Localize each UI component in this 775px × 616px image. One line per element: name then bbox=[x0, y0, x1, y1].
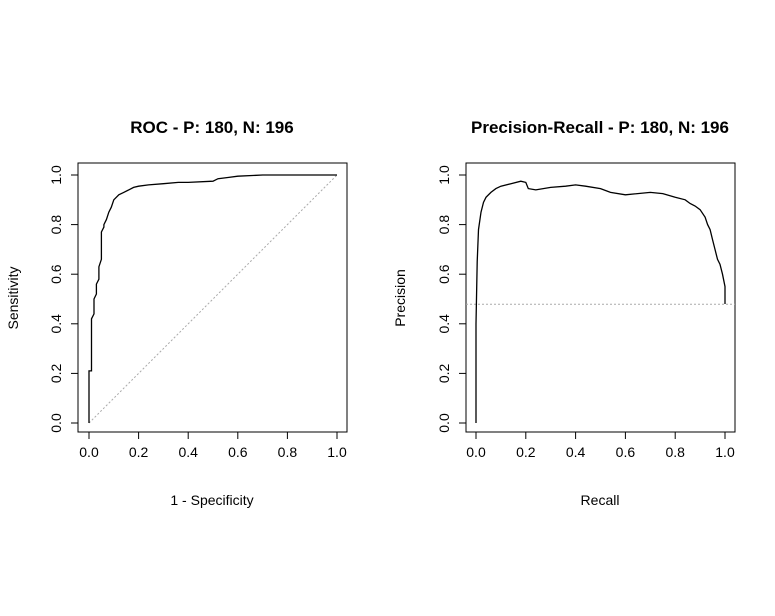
pr-y-tick-label: 0.2 bbox=[436, 363, 452, 383]
pr-y-tick-label: 0.8 bbox=[436, 215, 452, 235]
pr-x-tick-label: 0.2 bbox=[516, 444, 536, 460]
roc-y-tick-label: 1.0 bbox=[48, 165, 64, 185]
pr-panel: Precision-Recall - P: 180, N: 196 0.0 0.2… bbox=[392, 118, 736, 508]
pr-y-tick-label: 0.0 bbox=[436, 413, 452, 433]
roc-x-tick-label: 0.6 bbox=[228, 444, 248, 460]
roc-plot-frame bbox=[77, 162, 348, 433]
pr-y-tick-label: 1.0 bbox=[436, 165, 452, 185]
pr-x-tick-label: 0.4 bbox=[566, 444, 586, 460]
roc-y-tick-label: 0.8 bbox=[48, 215, 64, 235]
roc-x-tick-label: 0.0 bbox=[79, 444, 99, 460]
pr-title: Precision-Recall - P: 180, N: 196 bbox=[471, 118, 729, 137]
pr-y-axis: 0.0 0.2 0.4 0.6 0.8 1.0 bbox=[436, 165, 466, 433]
pr-y-label: Precision bbox=[392, 269, 408, 327]
roc-curve bbox=[88, 174, 337, 423]
roc-diagonal-reference bbox=[88, 174, 338, 424]
roc-x-tick-label: 0.4 bbox=[178, 444, 198, 460]
roc-y-tick-label: 0.6 bbox=[48, 264, 64, 284]
roc-x-axis: 0.0 0.2 0.4 0.6 0.8 1.0 bbox=[79, 432, 347, 460]
roc-x-tick-label: 1.0 bbox=[327, 444, 347, 460]
pr-x-tick-label: 0.8 bbox=[665, 444, 685, 460]
pr-y-tick-label: 0.4 bbox=[436, 314, 452, 334]
pr-x-tick-label: 1.0 bbox=[715, 444, 735, 460]
roc-y-tick-label: 0.0 bbox=[48, 413, 64, 433]
pr-curve bbox=[475, 180, 726, 423]
roc-panel: ROC - P: 180, N: 196 0.0 0.2 0.4 0.6 0.8 1.0 … bbox=[5, 118, 348, 508]
roc-x-label: 1 - Specificity bbox=[170, 492, 253, 508]
pr-x-tick-label: 0.6 bbox=[616, 444, 636, 460]
pr-x-axis: 0.0 0.2 0.4 0.6 0.8 1.0 bbox=[466, 432, 735, 460]
roc-y-tick-label: 0.4 bbox=[48, 314, 64, 334]
roc-x-tick-label: 0.2 bbox=[129, 444, 149, 460]
pr-y-tick-label: 0.6 bbox=[436, 264, 452, 284]
roc-y-tick-label: 0.2 bbox=[48, 363, 64, 383]
roc-x-tick-label: 0.8 bbox=[278, 444, 298, 460]
pr-x-label: Recall bbox=[581, 492, 620, 508]
roc-y-label: Sensitivity bbox=[5, 266, 21, 329]
roc-y-axis: 0.0 0.2 0.4 0.6 0.8 1.0 bbox=[48, 165, 78, 433]
pr-plot-frame bbox=[465, 162, 736, 433]
pr-x-tick-label: 0.0 bbox=[466, 444, 486, 460]
roc-title: ROC - P: 180, N: 196 bbox=[130, 118, 293, 137]
